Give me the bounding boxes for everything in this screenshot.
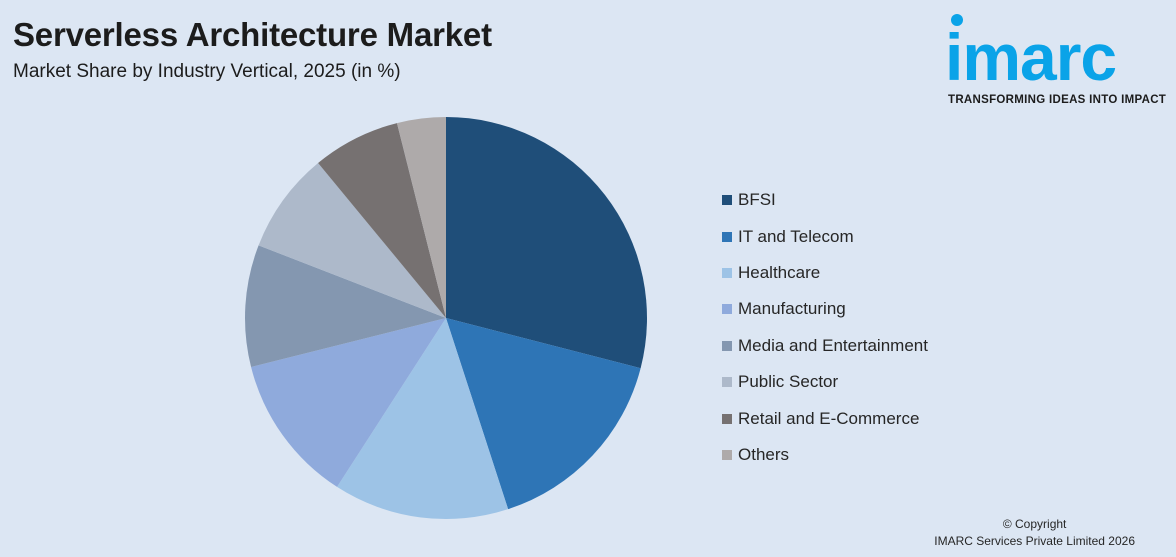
pie-slice-public-sector <box>258 162 446 318</box>
pie-slice-it-and-telecom <box>446 318 641 510</box>
legend-swatch <box>722 267 732 278</box>
legend-swatch <box>722 340 732 351</box>
logo-dot-icon <box>951 14 963 26</box>
imarc-logo: imarc TRANSFORMING IDEAS INTO IMPACT <box>945 12 1171 112</box>
legend-label: Retail and E-Commerce <box>738 408 920 428</box>
legend-label: BFSI <box>738 190 776 210</box>
chart-subtitle: Market Share by Industry Vertical, 2025 … <box>13 61 401 82</box>
legend-swatch <box>722 413 732 424</box>
legend-item-bfsi: BFSI <box>722 182 928 218</box>
pie-slice-bfsi <box>446 117 647 369</box>
legend-item-media-and-entertainment: Media and Entertainment <box>722 328 928 364</box>
legend-label: IT and Telecom <box>738 226 854 246</box>
pie-chart <box>244 117 647 519</box>
legend-item-it-and-telecom: IT and Telecom <box>722 218 928 254</box>
legend-item-public-sector: Public Sector <box>722 364 928 400</box>
legend-swatch <box>722 231 732 242</box>
legend-swatch <box>722 195 732 206</box>
copyright-owner: IMARC Services Private Limited 2026 <box>934 534 1135 548</box>
logo-wordmark: imarc <box>945 20 1117 94</box>
legend-swatch <box>722 304 732 315</box>
copyright-notice: © Copyright IMARC Services Private Limit… <box>934 516 1135 550</box>
legend-item-others: Others <box>722 437 928 473</box>
legend-label: Others <box>738 444 790 464</box>
pie-slice-retail-and-e-commerce <box>318 123 446 318</box>
legend-label: Manufacturing <box>738 299 846 319</box>
legend-item-retail-and-e-commerce: Retail and E-Commerce <box>722 400 928 436</box>
pie-slice-others <box>396 117 446 318</box>
legend-swatch <box>722 449 732 460</box>
pie-slice-manufacturing <box>251 318 446 487</box>
chart-title: Serverless Architecture Market <box>13 16 492 53</box>
copyright-line: © Copyright <box>1002 517 1067 531</box>
legend-swatch <box>722 377 732 388</box>
pie-slice-media-and-entertainment <box>244 245 446 368</box>
legend-item-manufacturing: Manufacturing <box>722 291 928 327</box>
legend-label: Healthcare <box>738 262 821 282</box>
legend-label: Media and Entertainment <box>738 335 928 355</box>
legend-label: Public Sector <box>738 372 839 392</box>
chart-legend: BFSI IT and Telecom Healthcare Manufacturin… <box>722 182 928 473</box>
logo-tagline: TRANSFORMING IDEAS INTO IMPACT <box>948 94 1167 106</box>
legend-item-healthcare: Healthcare <box>722 255 928 291</box>
pie-slice-healthcare <box>337 318 509 519</box>
